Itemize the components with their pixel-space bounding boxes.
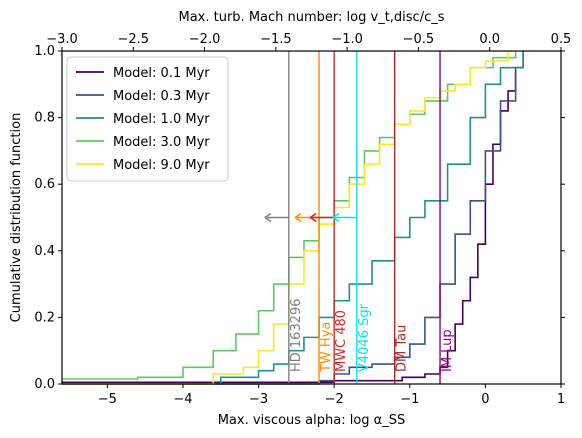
x-tick-label-6: 1 <box>557 392 565 407</box>
top-tick-label-2: −2.0 <box>189 32 221 47</box>
x-tick-label-1: −4 <box>173 392 192 407</box>
top-axis-label: Max. turb. Mach number: log v_t,disc/c_s <box>178 10 444 25</box>
x-tick-label-2: −3 <box>249 392 268 407</box>
marker-arrowhead-2 <box>309 212 317 223</box>
x-tick-label-5: 0 <box>481 392 489 407</box>
legend-label-3: Model: 3.0 Myr <box>113 135 210 150</box>
marker-layer: HD 163296 TW Hya MWC 480 V4046 Sgr DM Tau IM … <box>264 51 455 384</box>
legend-label-4: Model: 9.0 Myr <box>113 158 210 173</box>
y-axis-label: Cumulative distribution function <box>9 113 24 323</box>
legend-label-1: Model: 0.3 Myr <box>113 89 210 104</box>
marker-label-3: V4046 Sgr <box>357 303 372 372</box>
marker-arrowhead-1 <box>294 212 302 223</box>
marker-label-2: MWC 480 <box>334 310 349 372</box>
x-tick-label-4: −1 <box>400 392 419 407</box>
marker-label-4: DM Tau <box>395 325 410 372</box>
y-tick-label-1: 0.2 <box>34 310 55 325</box>
top-tick-label-1: −2.5 <box>117 32 149 47</box>
marker-arrowhead-0 <box>264 212 272 223</box>
legend-label-2: Model: 1.0 Myr <box>113 112 210 127</box>
top-tick-label-6: 0.0 <box>479 32 500 47</box>
top-tick-label-3: −1.5 <box>260 32 292 47</box>
top-tick-label-5: −0.5 <box>403 32 435 47</box>
y-tick-label-5: 1.0 <box>34 44 55 59</box>
y-tick-label-4: 0.8 <box>34 111 55 126</box>
legend-box <box>66 56 229 182</box>
x-axis-label: Max. viscous alpha: log α_SS <box>218 413 406 428</box>
legend: Model: 0.1 Myr Model: 0.3 Myr Model: 1.0 M… <box>66 56 229 182</box>
marker-label-0: HD 163296 <box>289 298 304 372</box>
axis-labels: Max. viscous alpha: log α_SS Max. turb. M… <box>9 10 445 428</box>
x-tick-label-0: −5 <box>98 392 117 407</box>
marker-label-5: IM Lup <box>440 329 455 372</box>
top-tick-label-4: −1.0 <box>331 32 363 47</box>
y-tick-label-3: 0.6 <box>34 177 55 192</box>
y-tick-label-0: 0.0 <box>34 377 55 392</box>
top-tick-label-7: 0.5 <box>551 32 572 47</box>
series-line-0 <box>62 51 524 384</box>
legend-label-0: Model: 0.1 Myr <box>113 66 210 81</box>
series-line-2 <box>62 51 524 385</box>
marker-arrowhead-3 <box>332 212 340 223</box>
plot-frame <box>61 50 562 385</box>
tick-layer: −5 −4 −3 −2 −1 0 1 0.0 0.2 0.4 0.6 0.8 1.0−3.0 −2.5 −2… <box>34 32 571 407</box>
x-tick-label-3: −2 <box>325 392 344 407</box>
y-tick-label-2: 0.4 <box>34 244 55 259</box>
top-tick-label-0: −3.0 <box>46 32 78 47</box>
marker-label-1: TW Hya <box>319 322 334 373</box>
